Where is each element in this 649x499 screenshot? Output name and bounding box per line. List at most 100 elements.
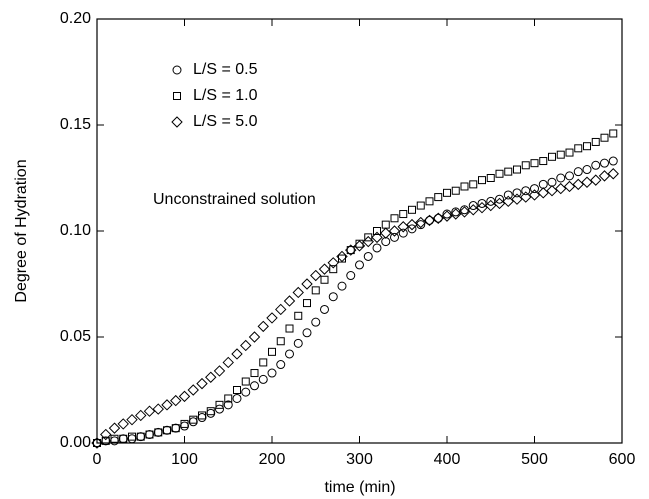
marker-square bbox=[530, 159, 539, 168]
marker-square bbox=[311, 286, 320, 295]
legend-label: L/S = 5.0 bbox=[193, 113, 258, 130]
plot-frame bbox=[96, 18, 623, 444]
x-tick-label: 400 bbox=[434, 451, 461, 468]
marker-diamond bbox=[520, 191, 532, 203]
marker-diamond bbox=[117, 418, 129, 430]
marker-square bbox=[320, 275, 329, 284]
marker-diamond bbox=[327, 257, 339, 269]
marker-square bbox=[443, 188, 451, 197]
marker-circle bbox=[363, 251, 373, 261]
marker-circle bbox=[241, 387, 251, 397]
x-tick-label: 0 bbox=[93, 451, 102, 468]
marker-diamond bbox=[555, 182, 567, 195]
marker-diamond bbox=[563, 180, 576, 193]
marker-square bbox=[189, 415, 198, 424]
marker-circle bbox=[372, 243, 382, 253]
marker-diamond bbox=[572, 178, 584, 191]
marker-square bbox=[119, 434, 128, 443]
marker-square bbox=[206, 407, 215, 416]
marker-square bbox=[434, 193, 443, 202]
marker-circle bbox=[600, 158, 609, 168]
marker-circle bbox=[127, 434, 137, 444]
marker-circle bbox=[486, 196, 496, 206]
marker-diamond bbox=[257, 320, 269, 333]
marker-diamond bbox=[126, 413, 138, 426]
marker-diamond bbox=[353, 240, 366, 252]
marker-circle bbox=[328, 292, 338, 302]
marker-diamond bbox=[432, 212, 444, 224]
marker-circle bbox=[110, 436, 119, 446]
marker-diamond bbox=[108, 422, 121, 434]
legend-label: L/S = 0.5 bbox=[193, 61, 258, 78]
marker-square bbox=[294, 311, 303, 320]
marker-diamond bbox=[187, 384, 199, 396]
marker-circle bbox=[101, 436, 111, 446]
annotation: Unconstrained solution bbox=[153, 191, 316, 208]
marker-diamond bbox=[222, 356, 234, 369]
marker-diamond bbox=[380, 227, 392, 239]
y-tick-label: 0.15 bbox=[60, 116, 91, 133]
marker-circle bbox=[136, 432, 146, 442]
marker-circle bbox=[232, 393, 242, 403]
marker-diamond bbox=[231, 348, 243, 360]
marker-circle bbox=[118, 434, 128, 444]
marker-diamond bbox=[388, 225, 401, 237]
marker-diamond bbox=[423, 214, 436, 227]
marker-diamond bbox=[546, 185, 558, 197]
marker-square bbox=[259, 358, 268, 367]
marker-diamond bbox=[91, 437, 103, 449]
marker-circle bbox=[503, 190, 513, 200]
marker-square bbox=[416, 201, 425, 210]
marker-square bbox=[93, 439, 101, 447]
marker-diamond bbox=[406, 218, 418, 231]
marker-diamond bbox=[467, 204, 479, 216]
marker-circle bbox=[215, 404, 224, 414]
marker-square bbox=[591, 137, 600, 146]
marker-diamond bbox=[371, 231, 383, 244]
legend-label: L/S = 1.0 bbox=[193, 87, 258, 104]
marker-square bbox=[198, 411, 206, 420]
marker-circle bbox=[311, 317, 321, 327]
marker-square bbox=[451, 186, 460, 195]
x-tick-label: 100 bbox=[171, 451, 198, 468]
legend-marker bbox=[172, 65, 182, 75]
marker-square bbox=[110, 434, 119, 443]
marker-diamond bbox=[135, 409, 147, 422]
marker-diamond bbox=[502, 195, 514, 208]
marker-square bbox=[346, 246, 355, 255]
marker-diamond bbox=[152, 403, 164, 415]
marker-circle bbox=[407, 224, 417, 234]
x-tick-label: 200 bbox=[259, 451, 286, 468]
y-tick-label: 0.10 bbox=[60, 222, 91, 239]
marker-diamond bbox=[476, 201, 488, 214]
marker-diamond bbox=[283, 295, 296, 307]
marker-circle bbox=[267, 368, 277, 378]
marker-circle bbox=[398, 228, 408, 238]
legend-marker bbox=[171, 116, 183, 128]
marker-diamond bbox=[493, 197, 506, 210]
marker-circle bbox=[188, 417, 198, 427]
marker-circle bbox=[591, 160, 601, 170]
marker-circle bbox=[521, 186, 531, 196]
marker-diamond bbox=[196, 377, 208, 390]
marker-circle bbox=[258, 374, 268, 384]
marker-square bbox=[268, 347, 276, 356]
marker-square bbox=[495, 169, 504, 178]
marker-circle bbox=[530, 184, 539, 194]
marker-circle bbox=[512, 188, 522, 198]
marker-diamond bbox=[537, 187, 549, 199]
marker-square bbox=[128, 432, 136, 441]
marker-diamond bbox=[528, 189, 541, 201]
marker-diamond bbox=[310, 269, 322, 282]
marker-circle bbox=[608, 156, 618, 166]
x-tick-label: 500 bbox=[521, 451, 548, 468]
marker-square bbox=[154, 428, 163, 437]
marker-square bbox=[373, 227, 381, 235]
marker-diamond bbox=[178, 390, 191, 403]
marker-square bbox=[303, 299, 311, 308]
marker-circle bbox=[223, 400, 233, 410]
marker-diamond bbox=[318, 263, 331, 275]
marker-square bbox=[408, 205, 416, 214]
marker-circle bbox=[346, 271, 356, 281]
marker-square bbox=[285, 324, 294, 333]
